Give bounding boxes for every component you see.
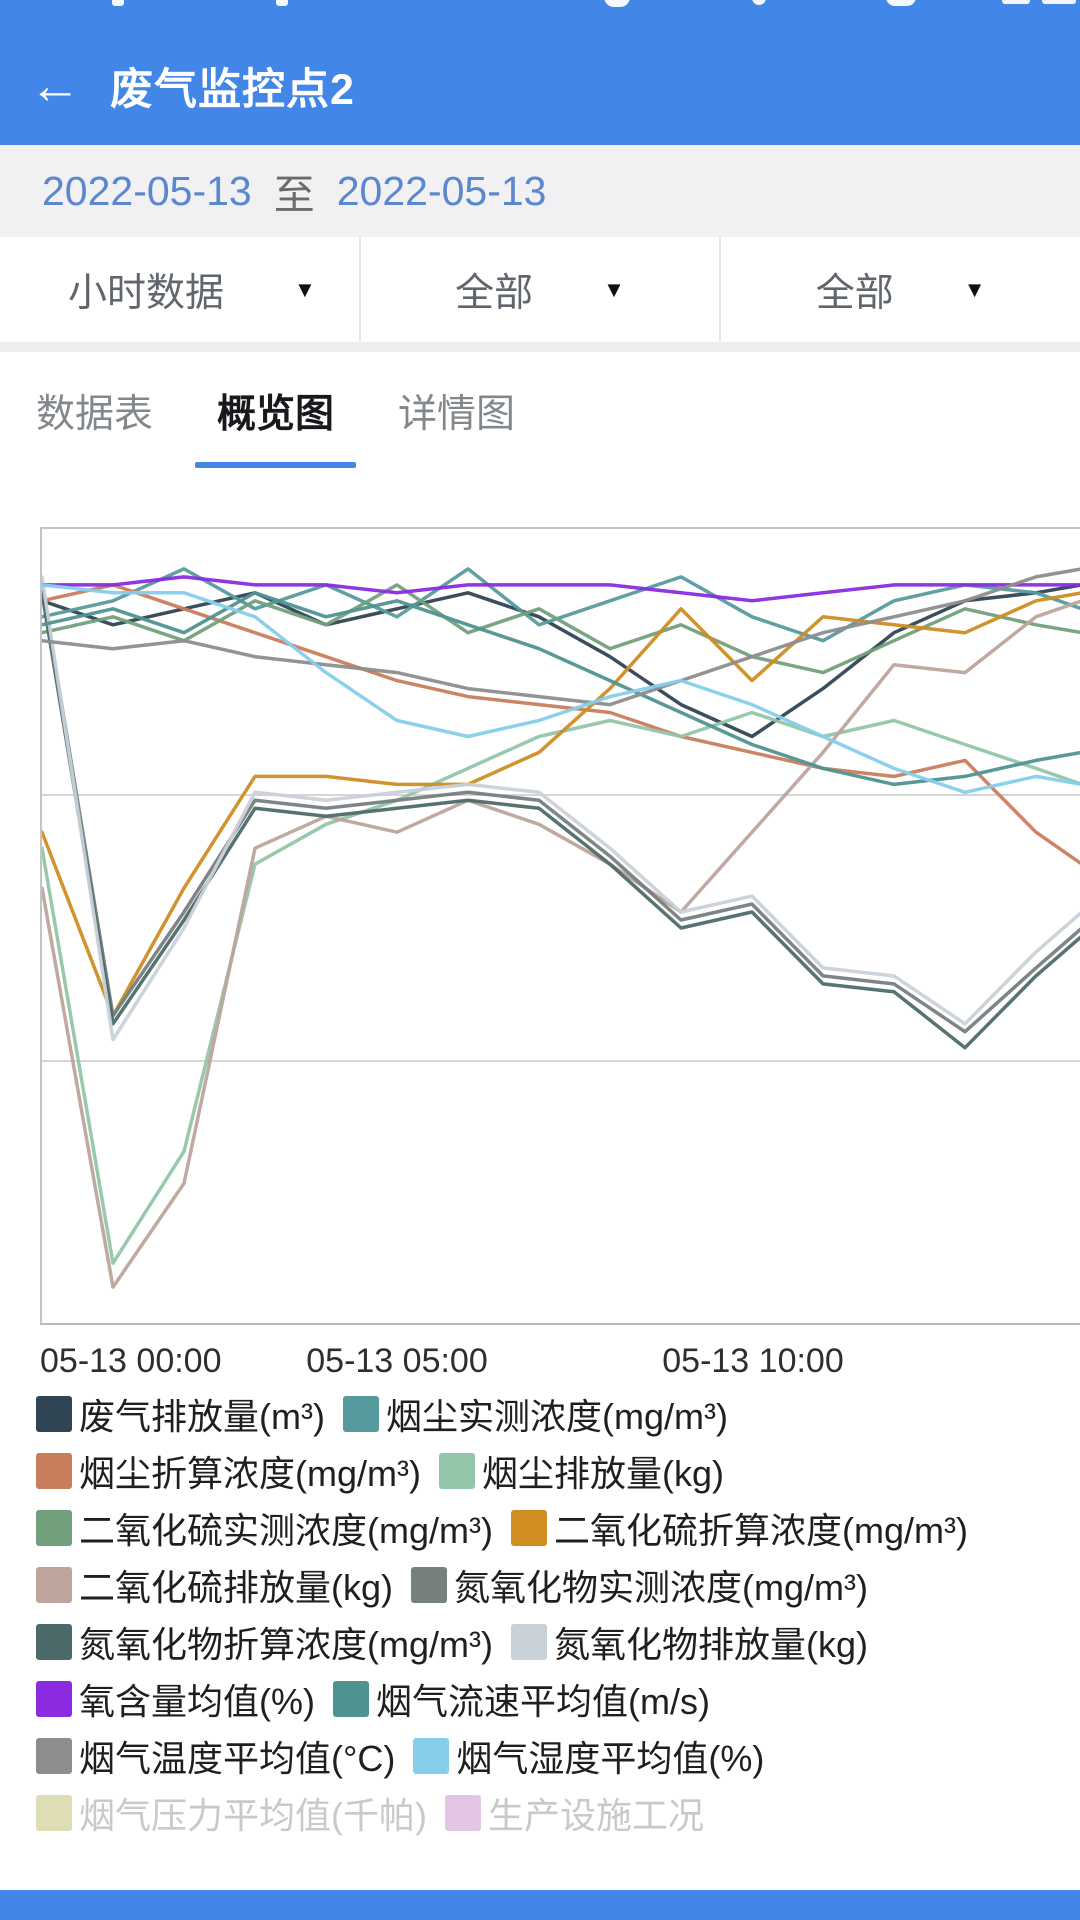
legend-swatch-icon xyxy=(411,1567,447,1603)
legend-item-10[interactable]: 氧含量均值(%) xyxy=(36,1677,315,1722)
bottom-nav-bar xyxy=(0,1890,1080,1920)
chevron-down-icon: ▼ xyxy=(294,276,316,302)
legend-label: 烟气温度平均值(°C) xyxy=(79,1738,396,1779)
legend-swatch-icon xyxy=(333,1681,369,1717)
status-bar-icon-fragment xyxy=(112,0,124,6)
section-divider xyxy=(0,342,1080,352)
plot-area[interactable] xyxy=(40,527,1080,1325)
legend-swatch-icon xyxy=(413,1738,450,1774)
chart-legend: 废气排放量(m³) 烟尘实测浓度(mg/m³) 烟尘折算浓度(mg/m³) 烟尘排放量… xyxy=(36,1392,1046,1836)
legend-label: 氮氧化物折算浓度(mg/m³) xyxy=(79,1624,493,1665)
legend-label: 烟气湿度平均值(%) xyxy=(456,1738,765,1779)
legend-swatch-icon xyxy=(36,1795,72,1831)
legend-swatch-icon xyxy=(342,1396,379,1432)
legend-swatch-icon xyxy=(510,1624,547,1660)
legend-item-3[interactable]: 烟尘排放量(kg) xyxy=(438,1449,724,1494)
legend-item-12[interactable]: 烟气温度平均值(°C) xyxy=(36,1734,395,1779)
series-line-13 xyxy=(42,583,1080,795)
legend-item-11[interactable]: 烟气流速平均值(m/s) xyxy=(333,1677,710,1722)
filter-dropdown-2[interactable]: 全部 ▼ xyxy=(721,237,1080,342)
legend-item-13[interactable]: 烟气湿度平均值(%) xyxy=(413,1734,764,1779)
legend-label: 二氧化硫排放量(kg) xyxy=(79,1567,393,1608)
app-header: ← 废气监控点2 xyxy=(0,0,1080,145)
legend-label: 烟尘排放量(kg) xyxy=(481,1453,724,1494)
tab-1-active[interactable]: 概览图 xyxy=(189,352,362,470)
status-bar-icon-fragment xyxy=(1002,0,1030,4)
status-bar-icon-fragment xyxy=(752,0,766,5)
filter-row: 小时数据 ▼ 全部 ▼ 全部 ▼ xyxy=(0,237,1080,342)
tab-0[interactable]: 数据表 xyxy=(36,393,154,436)
legend-swatch-icon xyxy=(438,1453,475,1489)
legend-label: 烟尘折算浓度(mg/m³) xyxy=(79,1453,421,1494)
legend-item-6[interactable]: 二氧化硫排放量(kg) xyxy=(36,1563,393,1608)
x-axis-tick-label: 05-13 10:00 xyxy=(662,1342,844,1380)
end-date[interactable]: 2022-05-13 xyxy=(336,167,547,214)
start-date[interactable]: 2022-05-13 xyxy=(42,167,252,214)
x-axis-tick-label: 05-13 00:00 xyxy=(40,1342,222,1380)
status-bar xyxy=(0,0,1080,27)
legend-swatch-icon xyxy=(510,1510,547,1546)
filter-dropdown-label: 小时数据 xyxy=(68,271,225,315)
legend-item-9[interactable]: 氮氧化物排放量(kg) xyxy=(510,1620,868,1665)
status-bar-icon-fragment xyxy=(276,0,288,6)
back-arrow-icon[interactable]: ← xyxy=(29,57,81,115)
legend-swatch-icon xyxy=(444,1795,481,1831)
legend-label: 二氧化硫实测浓度(mg/m³) xyxy=(79,1510,493,1551)
tab-2[interactable]: 详情图 xyxy=(398,393,516,436)
legend-label: 烟尘实测浓度(mg/m³) xyxy=(385,1396,728,1437)
legend-label: 烟气流速平均值(m/s) xyxy=(376,1681,710,1722)
page-title: 废气监控点2 xyxy=(110,66,355,114)
legend-swatch-icon xyxy=(36,1453,72,1489)
legend-label: 氮氧化物实测浓度(mg/m³) xyxy=(454,1567,868,1608)
legend-label: 烟气压力平均值(千帕) xyxy=(79,1795,427,1836)
filter-dropdown-label: 全部 xyxy=(815,271,894,315)
chevron-down-icon: ▼ xyxy=(603,276,625,302)
legend-item-14[interactable]: 烟气压力平均值(千帕) xyxy=(36,1791,427,1836)
legend-swatch-icon xyxy=(36,1624,72,1660)
filter-dropdown-0[interactable]: 小时数据 ▼ xyxy=(0,237,361,342)
legend-item-5[interactable]: 二氧化硫折算浓度(mg/m³) xyxy=(510,1506,968,1551)
legend-item-0[interactable]: 废气排放量(m³) xyxy=(36,1392,325,1437)
legend-item-15[interactable]: 生产设施工况 xyxy=(444,1791,704,1836)
legend-item-8[interactable]: 氮氧化物折算浓度(mg/m³) xyxy=(36,1620,493,1665)
series-line-8 xyxy=(42,591,1080,1050)
overview-chart: 05-13 00:00 05-13 05:00 05-13 10:00 废气排放量(… xyxy=(0,470,1080,1890)
x-axis: 05-13 00:00 05-13 05:00 05-13 10:00 xyxy=(0,1342,1080,1388)
chevron-down-icon: ▼ xyxy=(963,276,986,302)
date-range-bar: 2022-05-13 至 2022-05-13 xyxy=(0,145,1080,237)
filter-dropdown-label: 全部 xyxy=(455,271,534,315)
series-line-9 xyxy=(42,575,1080,1042)
legend-label: 废气排放量(m³) xyxy=(79,1396,325,1437)
x-axis-tick-label: 05-13 05:00 xyxy=(306,1342,488,1380)
series-line-12 xyxy=(42,567,1080,707)
series-line-1 xyxy=(42,567,1080,643)
tab-bar: 数据表 概览图 详情图 xyxy=(0,352,1080,470)
series-line-7 xyxy=(42,583,1080,1034)
status-bar-icon-fragment xyxy=(604,0,630,7)
legend-item-1[interactable]: 烟尘实测浓度(mg/m³) xyxy=(342,1392,728,1437)
legend-swatch-icon xyxy=(36,1738,72,1774)
status-bar-icon-fragment xyxy=(1042,0,1076,4)
legend-label: 氮氧化物排放量(kg) xyxy=(553,1624,868,1665)
legend-swatch-icon xyxy=(36,1567,72,1603)
series-line-6 xyxy=(42,599,1080,1289)
legend-label: 生产设施工况 xyxy=(487,1795,704,1836)
filter-dropdown-1[interactable]: 全部 ▼ xyxy=(361,237,722,342)
date-range-separator: 至 xyxy=(273,172,315,218)
legend-item-2[interactable]: 烟尘折算浓度(mg/m³) xyxy=(36,1449,421,1494)
status-bar-icon-fragment xyxy=(886,0,916,6)
series-line-0 xyxy=(42,583,1080,739)
series-line-10 xyxy=(42,575,1080,603)
legend-label: 二氧化硫折算浓度(mg/m³) xyxy=(553,1510,968,1551)
legend-swatch-icon xyxy=(36,1681,72,1717)
series-line-5 xyxy=(42,591,1080,1018)
legend-item-7[interactable]: 氮氧化物实测浓度(mg/m³) xyxy=(411,1563,868,1608)
series-line-4 xyxy=(42,583,1080,675)
legend-item-4[interactable]: 二氧化硫实测浓度(mg/m³) xyxy=(36,1506,493,1551)
legend-label: 氧含量均值(%) xyxy=(79,1681,315,1722)
legend-swatch-icon xyxy=(36,1510,72,1546)
legend-swatch-icon xyxy=(36,1396,72,1432)
